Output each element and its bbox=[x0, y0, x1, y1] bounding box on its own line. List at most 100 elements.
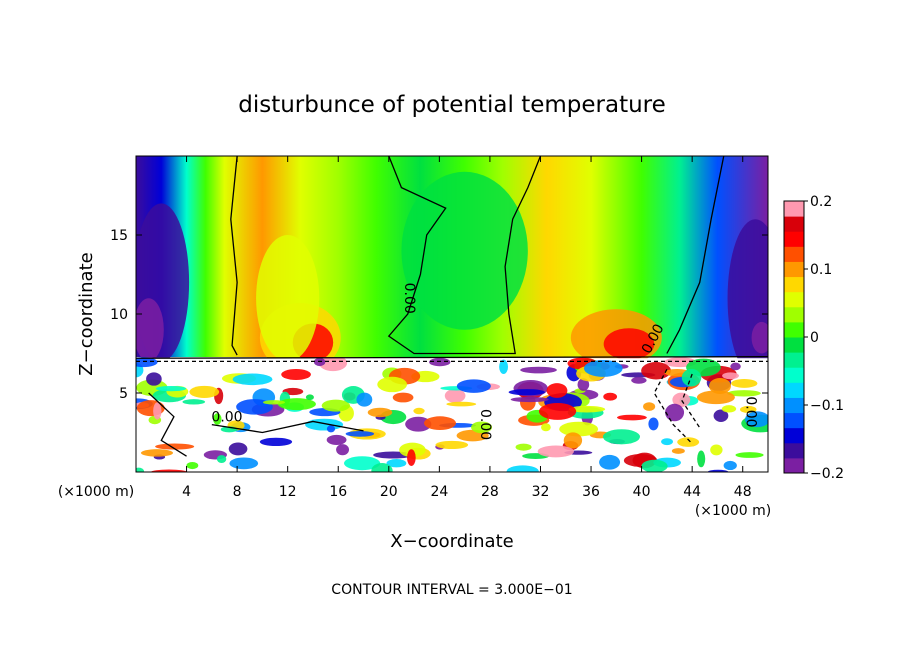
turbulence-patch bbox=[499, 359, 509, 374]
x-tick-label: 20 bbox=[380, 484, 398, 500]
turbulence-patch bbox=[305, 418, 344, 431]
colorbar-swatch bbox=[784, 427, 804, 444]
turbulence-patch bbox=[407, 449, 416, 467]
turbulence-patch bbox=[213, 413, 222, 425]
field-patch bbox=[603, 328, 655, 360]
turbulence-patch bbox=[713, 409, 729, 422]
colorbar-swatch bbox=[784, 261, 804, 278]
colorbar-swatch bbox=[784, 337, 804, 353]
turbulence-patch bbox=[146, 372, 162, 386]
zero-contour bbox=[148, 392, 187, 457]
turbulence-patch bbox=[326, 434, 347, 445]
turbulence-patch bbox=[343, 456, 381, 471]
turbulence-patch bbox=[356, 392, 373, 407]
turbulence-patch bbox=[413, 407, 425, 415]
colorbar-swatch bbox=[784, 382, 804, 398]
turbulence-patch bbox=[216, 455, 227, 463]
x-axis-label: X−coordinate bbox=[390, 531, 513, 552]
colorbar-swatch bbox=[784, 321, 804, 338]
turbulence-patch bbox=[603, 392, 618, 401]
field-patch bbox=[256, 235, 320, 362]
turbulence-patch bbox=[648, 417, 659, 431]
turbulence-patch bbox=[153, 402, 162, 420]
zero-contour bbox=[230, 156, 238, 356]
turbulence-patch bbox=[641, 459, 668, 472]
turbulence-patch bbox=[599, 454, 621, 470]
colorbar-swatch bbox=[784, 397, 804, 414]
colorbar-swatch bbox=[784, 457, 804, 474]
x-tick-label: 8 bbox=[233, 484, 242, 500]
turbulence-patch bbox=[228, 442, 248, 456]
colorbar-swatch bbox=[784, 291, 804, 308]
turbulence-patch bbox=[735, 452, 764, 458]
turbulence-patch bbox=[506, 465, 539, 472]
turbulence-patch bbox=[444, 388, 466, 403]
x-tick-label: 24 bbox=[430, 484, 448, 500]
x-tick-label: 16 bbox=[329, 484, 347, 500]
turbulence-patch bbox=[745, 411, 768, 428]
turbulence-patch bbox=[277, 398, 316, 411]
turbulence-patch bbox=[429, 357, 451, 367]
turbulence-patch bbox=[577, 378, 590, 391]
x-tick-label: 36 bbox=[582, 484, 600, 500]
turbulence-patch bbox=[677, 437, 700, 447]
turbulence-patch bbox=[709, 378, 731, 394]
upper-structures bbox=[136, 171, 768, 378]
turbulence-patch bbox=[730, 362, 741, 371]
turbulence-patch bbox=[538, 402, 577, 420]
x-tick-label: 28 bbox=[481, 484, 499, 500]
turbulence-patch bbox=[697, 450, 706, 468]
turbulence-patch bbox=[707, 469, 729, 472]
chart-title: disturbunce of potential temperature bbox=[238, 92, 666, 118]
y-axis-label: Z−coordinate bbox=[76, 252, 97, 375]
turbulence-patch bbox=[259, 437, 293, 447]
turbulence-patch bbox=[661, 438, 673, 446]
turbulence-patch bbox=[616, 414, 647, 421]
field-patch bbox=[751, 321, 768, 354]
turbulence-patch bbox=[386, 459, 407, 468]
turbulence-patch bbox=[537, 445, 574, 458]
field-patch bbox=[401, 171, 528, 330]
x-axis-ticks: 4 8 12 16 20 24 28 32 36 40 44 48 bbox=[182, 156, 752, 500]
turbulence-patch bbox=[229, 457, 259, 470]
x-unit-left: (×1000 m) bbox=[58, 484, 134, 500]
x-tick-label: 4 bbox=[182, 484, 191, 500]
x-tick-label: 48 bbox=[734, 484, 752, 500]
plot-area: 0.000.000.00 0.00 0.00 bbox=[136, 156, 768, 472]
turbulence-patch bbox=[723, 460, 737, 471]
turbulence-patch bbox=[696, 390, 735, 405]
turbulence-patch bbox=[371, 463, 393, 472]
field-patch bbox=[136, 298, 164, 362]
zero-contour bbox=[211, 420, 364, 434]
x-tick-label: 12 bbox=[279, 484, 297, 500]
turbulence-patch bbox=[186, 461, 199, 470]
turbulence-patch bbox=[671, 448, 685, 454]
colorbar-tick-label: 0.2 bbox=[810, 194, 832, 210]
turbulence-patch bbox=[471, 421, 493, 434]
turbulence-patch bbox=[189, 385, 220, 398]
turbulence-patch bbox=[140, 449, 174, 457]
contour-interval-note: CONTOUR INTERVAL = 3.000E−01 bbox=[331, 582, 572, 598]
zero-contour bbox=[666, 156, 725, 354]
turbulence-patch bbox=[641, 362, 671, 380]
colorbar-swatch bbox=[784, 352, 804, 368]
colorbar-swatch bbox=[784, 367, 804, 383]
turbulence-patch bbox=[631, 376, 647, 384]
turbulence-patch bbox=[262, 400, 286, 405]
turbulence-patch bbox=[559, 421, 599, 437]
turbulence-patch bbox=[739, 405, 757, 414]
colorbar-swatch bbox=[784, 412, 804, 429]
turbulence-patch bbox=[563, 432, 583, 449]
colorbar-swatch bbox=[784, 216, 804, 232]
turbulence-patch bbox=[665, 403, 685, 422]
colorbar-swatch bbox=[784, 246, 804, 262]
turbulence-patch bbox=[721, 405, 737, 413]
contour-label: 0.00 bbox=[211, 409, 242, 425]
colorbar-tick-label: −0.1 bbox=[810, 398, 844, 414]
y-tick-label: 15 bbox=[110, 228, 128, 244]
contour-label: 0.00 bbox=[743, 396, 759, 427]
colorbar-tick-label: 0 bbox=[810, 330, 819, 346]
turbulence-patch bbox=[643, 402, 656, 411]
turbulence-patch bbox=[151, 469, 187, 472]
